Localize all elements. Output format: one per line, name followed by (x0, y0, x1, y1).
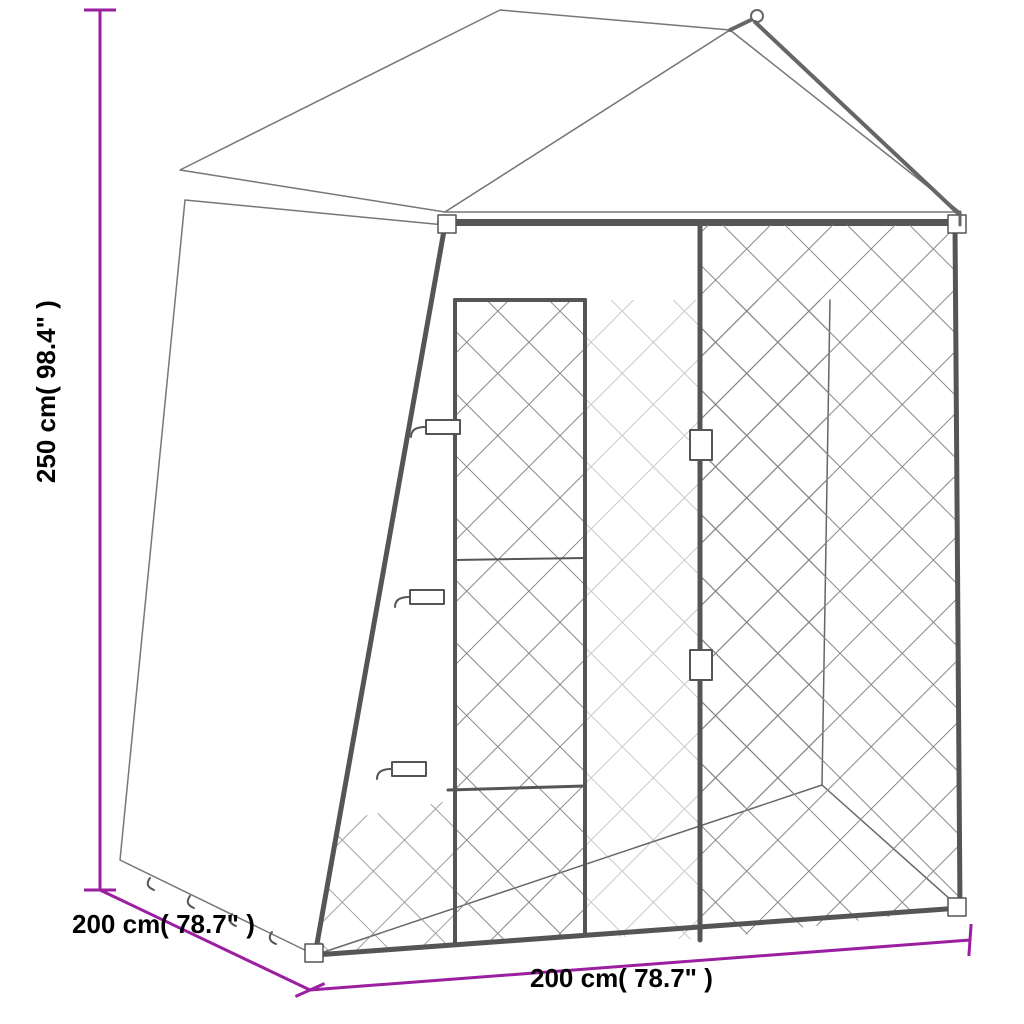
dim-depth-label: 200 cm( 78.7" ) (72, 908, 255, 942)
dim-height-text: 250 cm( 98.4" ) (31, 300, 61, 483)
dim-depth-text: 200 cm( 78.7" ) (72, 909, 255, 939)
dim-width-label: 200 cm( 78.7" ) (530, 962, 713, 996)
dim-height-label: 250 cm( 98.4" ) (30, 300, 64, 483)
diagram-svg (0, 0, 1024, 1024)
dim-width-text: 200 cm( 78.7" ) (530, 963, 713, 993)
kennel-drawing (120, 10, 966, 962)
